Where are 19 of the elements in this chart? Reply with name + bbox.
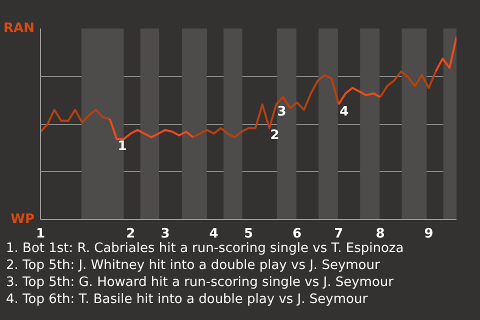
text: RAN — [4, 21, 34, 36]
text: 1. Bot 1st: R. Cabriales hit a run-scoring single vs T. Espinoza — [6, 240, 404, 257]
text: 4. Top 6th: T. Basile hit into a double play vs J. Seymour — [6, 291, 369, 308]
annotation: 1 — [118, 139, 127, 154]
annotation: 2 — [270, 128, 280, 144]
text: 3. Top 5th: G. Howard hit a run-scoring single vs J. Seymour — [6, 274, 394, 291]
text: 2. Top 5th: J. Whitney hit into a double play vs J. Seymour — [6, 257, 381, 274]
x-tick-label: 4 — [209, 226, 218, 242]
x-tick-label: 9 — [424, 226, 434, 242]
x-tick-label: 6 — [292, 226, 302, 242]
x-tick-label: 2 — [126, 226, 136, 242]
x-tick-label: 8 — [376, 226, 385, 242]
x-tick-label: 1 — [36, 226, 46, 242]
x-tick-label: 5 — [244, 226, 254, 242]
x-tick-label: 7 — [334, 226, 344, 242]
annotation: 4 — [340, 104, 349, 120]
text: WP — [10, 212, 35, 227]
annotation: 3 — [277, 104, 286, 120]
x-tick-label: 3 — [160, 226, 170, 242]
